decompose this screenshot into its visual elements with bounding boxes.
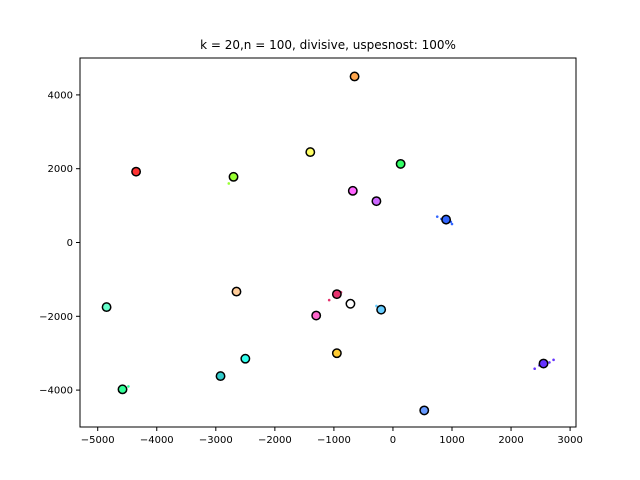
x-tick-label: −2000: [258, 435, 292, 446]
cluster-centroid: [215, 371, 226, 382]
y-tick-label: 4000: [48, 90, 73, 101]
cluster-centroid: [345, 298, 356, 309]
cluster-centroid: [117, 384, 128, 395]
data-point: [227, 182, 231, 185]
x-tick-label: −4000: [140, 435, 174, 446]
cluster-centroid: [395, 158, 406, 169]
x-tick-label: −5000: [81, 435, 115, 446]
cluster-centroid: [538, 358, 549, 369]
y-tick-label: −4000: [39, 386, 73, 397]
cluster-centroid: [231, 286, 242, 297]
data-point: [552, 358, 555, 362]
cluster-centroid: [228, 171, 239, 182]
data-point: [435, 215, 439, 218]
data-point: [327, 298, 331, 302]
cluster-centroid: [311, 310, 322, 321]
cluster-centroid: [371, 196, 382, 207]
data-point: [533, 367, 536, 370]
x-tick-label: 2000: [498, 435, 523, 446]
plot-area: [101, 71, 555, 416]
cluster-centroid: [376, 304, 387, 315]
cluster-centroid: [305, 147, 316, 158]
cluster-centroid: [347, 185, 358, 196]
cluster-centroid: [419, 405, 430, 416]
x-tick-label: 1000: [439, 435, 464, 446]
cluster-centroid: [240, 353, 251, 364]
cluster-centroid: [331, 348, 342, 359]
y-tick-label: 0: [67, 238, 73, 249]
cluster-centroid: [131, 166, 142, 177]
chart-title: k = 20,n = 100, divisive, uspesnost: 100…: [200, 38, 456, 52]
y-tick-label: 2000: [48, 164, 73, 175]
data-point: [548, 361, 551, 364]
cluster-centroid: [101, 302, 112, 313]
x-tick-label: −3000: [199, 435, 233, 446]
x-tick-label: −1000: [317, 435, 351, 446]
cluster-centroid: [349, 71, 360, 82]
cluster-centroid: [331, 289, 342, 300]
data-point: [127, 385, 130, 388]
x-tick-label: 0: [390, 435, 396, 446]
y-tick-label: −2000: [39, 312, 73, 323]
data-point: [450, 222, 454, 226]
x-tick-label: 3000: [557, 435, 582, 446]
cluster-centroid: [441, 214, 452, 225]
axis-ticks: −5000 −4000 −3000 −2000 −1000 0 1000 2000 3000 −4…: [39, 90, 583, 446]
data-point: [375, 304, 378, 308]
